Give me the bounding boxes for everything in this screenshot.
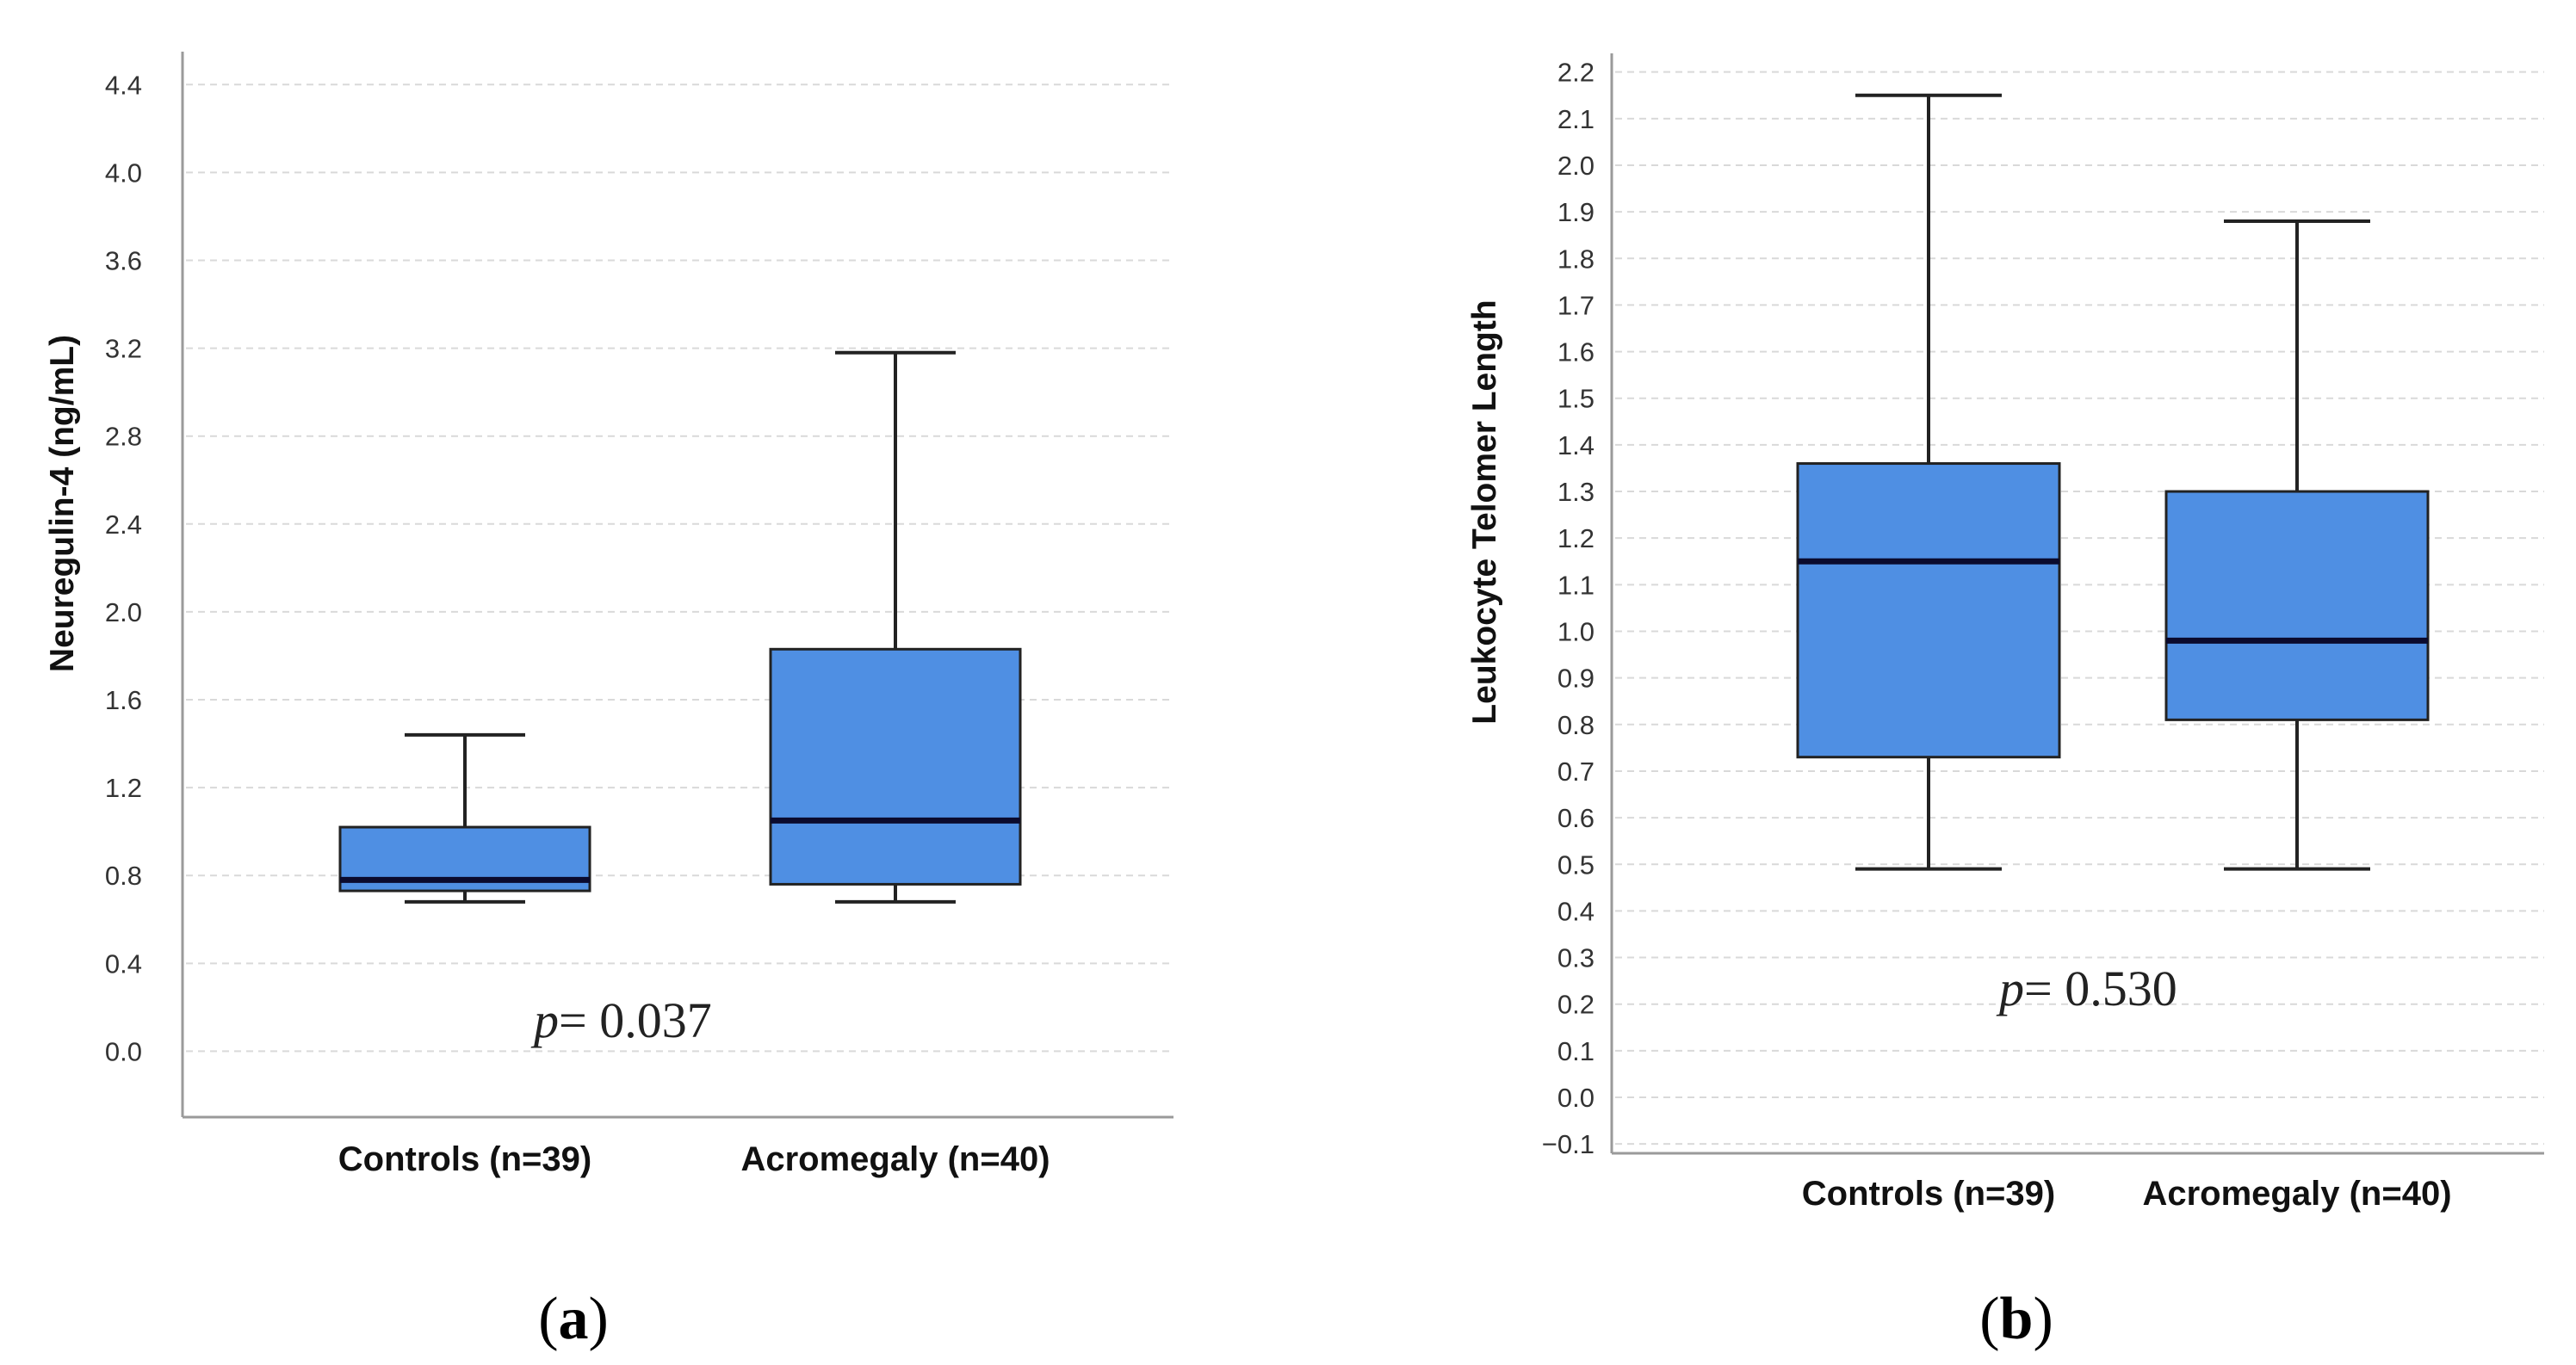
y-tick-label: 1.2	[105, 773, 142, 803]
panel-letter-a: a	[559, 1286, 589, 1352]
y-tick-label: 0.8	[1557, 710, 1595, 740]
iqr-box	[769, 647, 1022, 886]
y-tick-label: 1.6	[105, 685, 142, 715]
y-tick-label: 2.1	[1557, 104, 1595, 134]
y-tick-label: 0.5	[1557, 849, 1595, 880]
box-a-0	[338, 732, 591, 904]
category-label-a-0: Controls (n=39)	[338, 1140, 591, 1178]
grid-lines-a	[186, 83, 1173, 1053]
box-a-1	[769, 350, 1022, 904]
y-tick-label: 0.0	[105, 1036, 142, 1066]
y-tick-label: 0.7	[1557, 757, 1595, 787]
y-tick-label: 1.9	[1557, 197, 1595, 227]
y-tick-label: 0.9	[1557, 664, 1595, 694]
y-tick-label: 2.0	[1557, 151, 1595, 181]
y-tick-label: 0.8	[105, 861, 142, 891]
category-label-b-0: Controls (n=39)	[1802, 1175, 2055, 1213]
chart-panel-a: 0.0 0.4 0.8 1.2 1.6 2.0 2.4 2.8 3.2 3.6 4.0 4.4 Neu…	[44, 52, 1173, 1352]
y-tick-label: 0.1	[1557, 1036, 1595, 1066]
y-tick-label: 0.2	[1557, 990, 1595, 1020]
y-tick-label: 1.3	[1557, 477, 1595, 507]
p-value-text-b: = 0.530	[2024, 960, 2177, 1016]
y-tick-label: 3.6	[105, 245, 142, 275]
y-tick-label: 0.0	[1557, 1083, 1595, 1113]
panel-letter-b: b	[2000, 1286, 2034, 1352]
panel-label-a: (a)	[538, 1286, 609, 1352]
y-tick-label: 4.4	[105, 70, 142, 100]
y-tick-label: 1.2	[1557, 523, 1595, 553]
y-tick-label: 0.3	[1557, 943, 1595, 973]
y-tick-label: 1.6	[1557, 337, 1595, 368]
y-tick-label: 1.5	[1557, 384, 1595, 414]
y-tick-label: 1.4	[1557, 430, 1595, 460]
y-tick-label: 2.8	[105, 422, 142, 452]
panel-label-b: (b)	[1979, 1286, 2053, 1352]
p-value-annotation-b: p= 0.530	[1996, 960, 2177, 1016]
category-label-a-1: Acromegaly (n=40)	[740, 1140, 1050, 1178]
y-tick-label: 0.4	[105, 948, 142, 979]
p-value-annotation-a: p= 0.037	[530, 992, 712, 1048]
y-tick-label: 0.6	[1557, 803, 1595, 833]
y-axis-label-b: Leukocyte Telomer Length	[1466, 300, 1503, 724]
y-axis-label-a: Neuregulin-4 (ng/mL)	[44, 335, 81, 672]
y-tick-label: −0.1	[1542, 1129, 1595, 1159]
category-label-b-1: Acromegaly (n=40)	[2142, 1175, 2451, 1213]
p-symbol-b: p	[1996, 960, 2024, 1016]
y-tick-label: 2.4	[105, 510, 142, 540]
iqr-box	[1796, 462, 2061, 759]
p-symbol-a: p	[530, 992, 559, 1048]
y-tick-label: 1.1	[1557, 570, 1595, 600]
boxes-a	[338, 350, 1022, 904]
y-tick-label: 3.2	[105, 334, 142, 364]
y-tick-label: 1.7	[1557, 290, 1595, 320]
iqr-box	[2164, 490, 2430, 721]
boxes-b	[1796, 93, 2430, 871]
y-tick-label: 4.0	[105, 158, 142, 188]
y-tick-labels-a: 0.0 0.4 0.8 1.2 1.6 2.0 2.4 2.8 3.2 3.6 4.0 4.4	[105, 70, 142, 1066]
box-b-0	[1796, 93, 2061, 871]
box-b-1	[2164, 219, 2430, 871]
y-tick-label: 1.8	[1557, 244, 1595, 274]
y-tick-label: 2.0	[105, 597, 142, 627]
y-tick-label: 1.0	[1557, 616, 1595, 646]
y-tick-label: 0.4	[1557, 896, 1595, 926]
p-value-text-a: = 0.037	[559, 992, 712, 1048]
chart-panel-b: −0.1 0.0 0.1 0.2 0.3 0.4 0.5 0.6 0.7 0.8 0.9 1.0 1.1…	[1466, 53, 2544, 1352]
y-tick-labels-b: −0.1 0.0 0.1 0.2 0.3 0.4 0.5 0.6 0.7 0.8 0.9 1.0 1.1…	[1542, 58, 1595, 1160]
y-tick-label: 2.2	[1557, 58, 1595, 88]
